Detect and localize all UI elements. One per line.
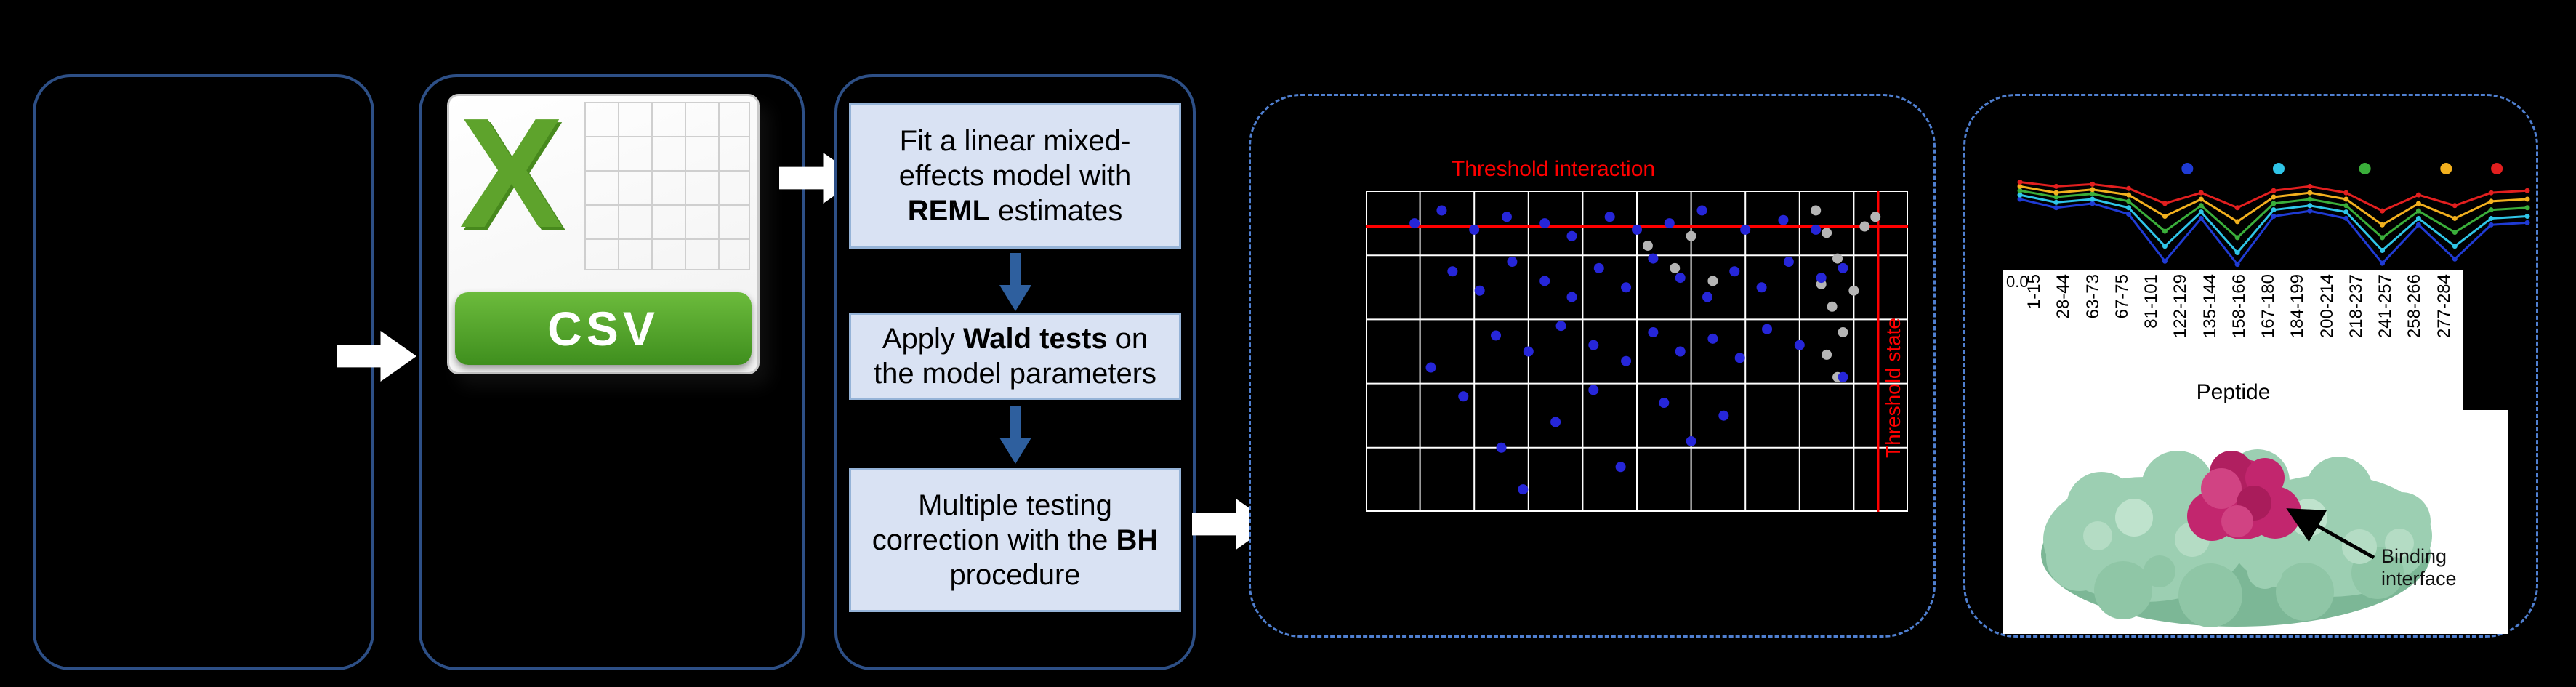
binding-site-patch — [2187, 451, 2301, 541]
peptide-tick-label: 277-284 — [2434, 274, 2454, 339]
csv-label: CSV — [547, 302, 659, 355]
peptide-tick-label: 1-15 — [2024, 274, 2044, 310]
peptide-tick-label: 184-199 — [2287, 274, 2308, 339]
step-wald-box: Apply Wald tests on the model parameters — [849, 313, 1181, 400]
binding-interface-arrow — [2286, 508, 2375, 560]
threshold-state-label: Threshold state — [1882, 317, 1904, 458]
csv-page: X CSV — [447, 85, 760, 374]
threshold-interaction-label: Threshold interaction — [1451, 157, 1656, 181]
peptide-tick-label: 200-214 — [2317, 274, 2337, 339]
y-zero-tick: 0.0 — [2006, 273, 2029, 291]
step-bh-box: Multiple testing correction with the BH … — [849, 468, 1181, 612]
step-bh-text: Multiple testing correction with the BH … — [872, 489, 1159, 591]
peptide-tick-label: 218-237 — [2346, 274, 2366, 339]
peptide-tick-label: 81-101 — [2141, 274, 2162, 329]
scatter-plot — [1366, 191, 1908, 512]
peptide-axis: 1-15 28-44 63-73 67-75 81-101 122-129 135-144 1… — [2024, 274, 2454, 380]
threshold-plot-panel: Threshold interaction Threshold state — [1249, 94, 1936, 638]
peptide-tick-label: 122-129 — [2170, 274, 2191, 339]
peptide-axis-box: 0.0 1-15 28-44 63-73 67-75 81-101 122-129 135-… — [2003, 270, 2463, 413]
step-wald-text: Apply Wald tests on the model parameters — [873, 323, 1157, 390]
step-reml-text: Fit a linear mixed-effects model with RE… — [898, 125, 1132, 227]
peptide-tick-label: 67-75 — [2112, 274, 2132, 319]
peptide-tick-label: 28-44 — [2053, 274, 2074, 319]
peptide-tick-label: 241-257 — [2375, 274, 2396, 339]
peptide-tick-label: 258-266 — [2404, 274, 2425, 339]
binding-interface-label: Binding interface — [2381, 545, 2457, 590]
peptide-axis-title: Peptide — [2196, 380, 2271, 404]
output-panel: 0.0 1-15 28-44 63-73 67-75 81-101 122-129 135-… — [1963, 94, 2538, 638]
input-panel — [33, 74, 374, 670]
peptide-tick-label: 63-73 — [2082, 274, 2103, 319]
excel-x-logo: X — [459, 85, 564, 260]
csv-banner: CSV — [455, 292, 752, 365]
peptide-tick-label: 135-144 — [2199, 274, 2220, 339]
csv-file-icon: X CSV — [447, 85, 760, 374]
line-chart — [2017, 163, 2530, 268]
peptide-tick-label: 158-166 — [2229, 274, 2249, 339]
protein-structure-svg — [2041, 449, 2432, 627]
step-reml-box: Fit a linear mixed-effects model with RE… — [849, 103, 1181, 249]
protein-structure-box: Binding interface — [2003, 410, 2508, 634]
spreadsheet-grid — [584, 102, 750, 270]
peptide-tick-label: 167-180 — [2258, 274, 2279, 339]
